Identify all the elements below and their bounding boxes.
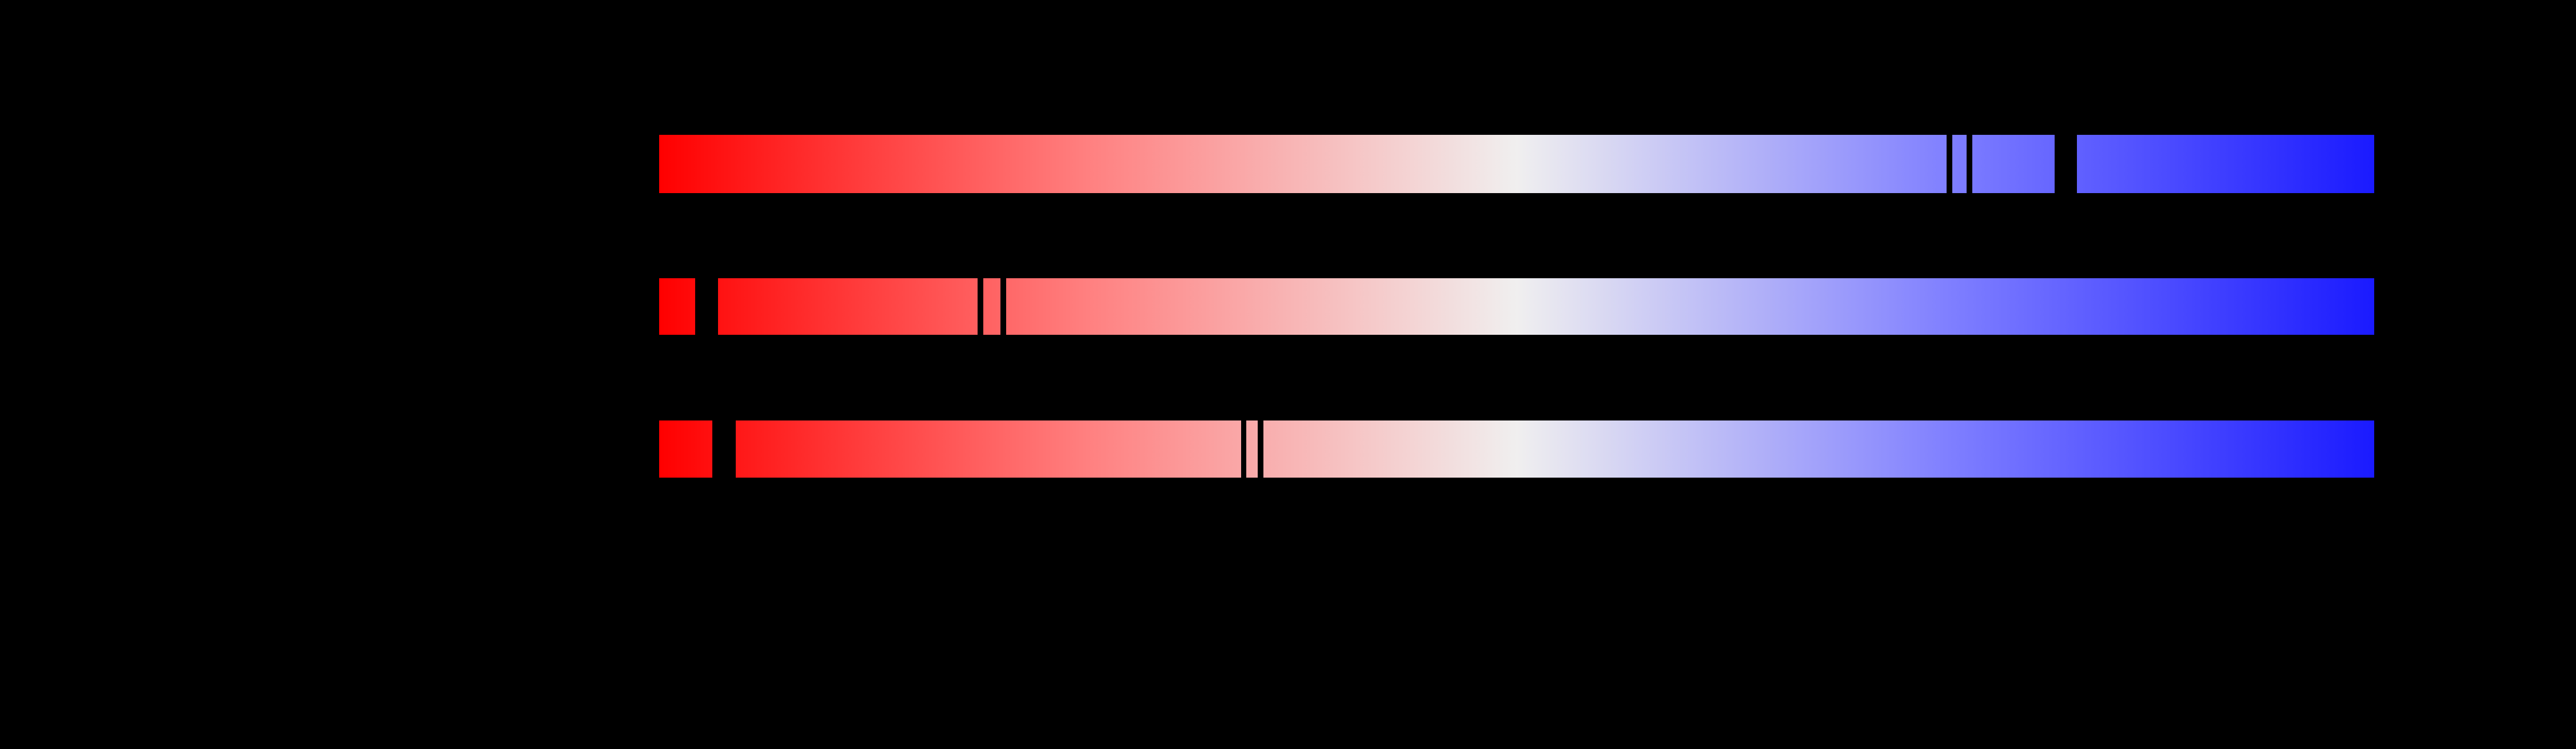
colorbar-break — [1000, 278, 1006, 335]
colorbar-segment — [659, 135, 1947, 193]
colorbar-segment — [1246, 420, 1258, 478]
colorbar-segment — [659, 278, 695, 335]
colorbar-segment — [1006, 278, 2374, 335]
colorbar-3 — [659, 420, 2374, 478]
colorbar-break — [2055, 135, 2077, 193]
colorbar-1 — [659, 135, 2374, 193]
colorbar-break — [1241, 420, 1246, 478]
colorbar-segment — [1952, 135, 1967, 193]
colorbar-segment — [718, 278, 978, 335]
colorbar-segment — [736, 420, 1241, 478]
colorbar-break — [1258, 420, 1263, 478]
colorbar-break — [712, 420, 736, 478]
colorbar-segment — [2077, 135, 2374, 193]
colorbar-break — [1947, 135, 1952, 193]
colorbar-break — [1967, 135, 1972, 193]
colorbar-2 — [659, 278, 2374, 335]
colorbar-segment — [659, 420, 712, 478]
colorbar-segment — [1972, 135, 2055, 193]
colorbar-segment — [983, 278, 1000, 335]
colorbar-break — [978, 278, 983, 335]
colorbar-segment — [1263, 420, 2374, 478]
colorbar-break — [695, 278, 718, 335]
